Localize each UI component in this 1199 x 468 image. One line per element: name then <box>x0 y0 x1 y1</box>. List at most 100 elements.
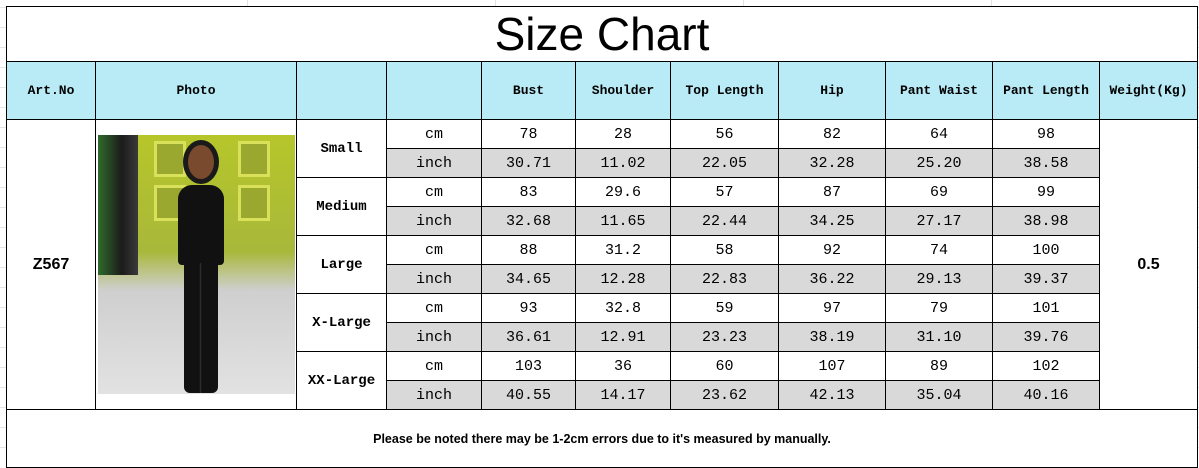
unit-label: cm <box>386 351 482 381</box>
table-row: inch 34.65 12.28 22.83 36.22 29.13 39.37 <box>7 264 1198 294</box>
measurement-cell: 64 <box>885 119 993 149</box>
chart-title: Size Chart <box>6 6 1198 62</box>
measurement-cell: 34.65 <box>481 264 576 294</box>
measurement-cell: 101 <box>992 293 1100 323</box>
column-header-pant-length: Pant Length <box>992 61 1100 120</box>
column-header-art-no: Art.No <box>6 61 96 120</box>
table-row: Z567 Small cm 78 28 56 82 64 98 0.5 <box>6 119 1198 410</box>
measurement-cell: 28 <box>575 119 671 149</box>
measurement-cell: 38.58 <box>992 148 1100 178</box>
measurement-cell: 23.23 <box>670 322 779 352</box>
measurement-cell: 92 <box>778 235 886 265</box>
unit-label: inch <box>386 322 482 352</box>
table-row: inch 32.68 11.65 22.44 34.25 27.17 38.98 <box>7 206 1198 236</box>
art-no-value: Z567 <box>6 119 96 410</box>
table-row: inch 36.61 12.91 23.23 38.19 31.10 39.76 <box>7 322 1198 352</box>
measurement-note: Please be noted there may be 1-2cm error… <box>6 409 1198 468</box>
measurement-cell: 11.65 <box>575 206 671 236</box>
measurement-cell: 25.20 <box>885 148 993 178</box>
product-photo <box>97 135 295 394</box>
unit-label: cm <box>386 177 482 207</box>
measurement-cell: 69 <box>885 177 993 207</box>
column-header-pant-waist: Pant Waist <box>885 61 993 120</box>
measurement-cell: 29.13 <box>885 264 993 294</box>
unit-label: inch <box>386 380 482 410</box>
measurement-cell: 78 <box>481 119 576 149</box>
measurement-cell: 34.25 <box>778 206 886 236</box>
size-label: Large <box>296 235 387 294</box>
measurement-cell: 38.98 <box>992 206 1100 236</box>
unit-label: cm <box>386 293 482 323</box>
table-row: inch 40.55 14.17 23.62 42.13 35.04 40.16 <box>7 380 1198 410</box>
measurement-cell: 27.17 <box>885 206 993 236</box>
measurement-cell: 29.6 <box>575 177 671 207</box>
measurement-cell: 74 <box>885 235 993 265</box>
measurement-cell: 60 <box>670 351 779 381</box>
size-label: Small <box>296 119 387 178</box>
measurement-cell: 31.2 <box>575 235 671 265</box>
measurement-cell: 42.13 <box>778 380 886 410</box>
table-row: Medium cm 83 29.6 57 87 69 99 <box>7 177 1198 236</box>
unit-label: cm <box>386 235 482 265</box>
size-label: XX-Large <box>296 351 387 410</box>
measurement-cell: 12.91 <box>575 322 671 352</box>
measurement-cell: 31.10 <box>885 322 993 352</box>
measurement-cell: 107 <box>778 351 886 381</box>
table-row: inch 30.71 11.02 22.05 32.28 25.20 38.58 <box>7 148 1198 178</box>
measurement-cell: 36.61 <box>481 322 576 352</box>
measurement-cell: 79 <box>885 293 993 323</box>
measurement-cell: 23.62 <box>670 380 779 410</box>
measurement-cell: 36 <box>575 351 671 381</box>
weight-value: 0.5 <box>1099 119 1198 410</box>
size-label: Medium <box>296 177 387 236</box>
measurement-cell: 32.68 <box>481 206 576 236</box>
measurement-cell: 32.8 <box>575 293 671 323</box>
column-header-photo: Photo <box>95 61 297 120</box>
measurement-cell: 39.76 <box>992 322 1100 352</box>
measurement-cell: 103 <box>481 351 576 381</box>
measurement-cell: 38.19 <box>778 322 886 352</box>
measurement-cell: 14.17 <box>575 380 671 410</box>
measurement-cell: 22.05 <box>670 148 779 178</box>
column-header-blank-2 <box>296 61 387 120</box>
measurement-cell: 88 <box>481 235 576 265</box>
measurement-cell: 58 <box>670 235 779 265</box>
measurement-cell: 82 <box>778 119 886 149</box>
measurement-cell: 97 <box>778 293 886 323</box>
table-row: X-Large cm 93 32.8 59 97 79 101 <box>7 293 1198 352</box>
measurement-cell: 87 <box>778 177 886 207</box>
table-row: XX-Large cm 103 36 60 107 89 102 <box>7 351 1198 410</box>
measurement-cell: 56 <box>670 119 779 149</box>
unit-label: cm <box>386 119 482 149</box>
measurement-cell: 32.28 <box>778 148 886 178</box>
measurement-cell: 30.71 <box>481 148 576 178</box>
measurement-cell: 40.16 <box>992 380 1100 410</box>
measurement-cell: 12.28 <box>575 264 671 294</box>
unit-label: inch <box>386 264 482 294</box>
unit-label: inch <box>386 206 482 236</box>
measurement-cell: 11.02 <box>575 148 671 178</box>
column-header-hip: Hip <box>778 61 886 120</box>
measurement-cell: 102 <box>992 351 1100 381</box>
measurement-cell: 40.55 <box>481 380 576 410</box>
size-chart-table: Size Chart Art.No Photo Bust Shoulder Top Le… <box>6 6 1198 468</box>
measurement-cell: 98 <box>992 119 1100 149</box>
measurement-cell: 35.04 <box>885 380 993 410</box>
column-header-blank-3 <box>386 61 482 120</box>
size-label: X-Large <box>296 293 387 352</box>
photo-cell <box>95 119 297 410</box>
measurement-cell: 39.37 <box>992 264 1100 294</box>
measurement-cell: 22.83 <box>670 264 779 294</box>
column-header-bust: Bust <box>481 61 576 120</box>
column-header-shoulder: Shoulder <box>575 61 671 120</box>
column-header-top-length: Top Length <box>670 61 779 120</box>
measurement-cell: 36.22 <box>778 264 886 294</box>
column-header-weight-kg: Weight(Kg) <box>1099 61 1198 120</box>
measurement-cell: 83 <box>481 177 576 207</box>
measurement-cell: 99 <box>992 177 1100 207</box>
measurement-cell: 93 <box>481 293 576 323</box>
measurement-cell: 100 <box>992 235 1100 265</box>
measurement-cell: 22.44 <box>670 206 779 236</box>
unit-label: inch <box>386 148 482 178</box>
measurement-cell: 59 <box>670 293 779 323</box>
